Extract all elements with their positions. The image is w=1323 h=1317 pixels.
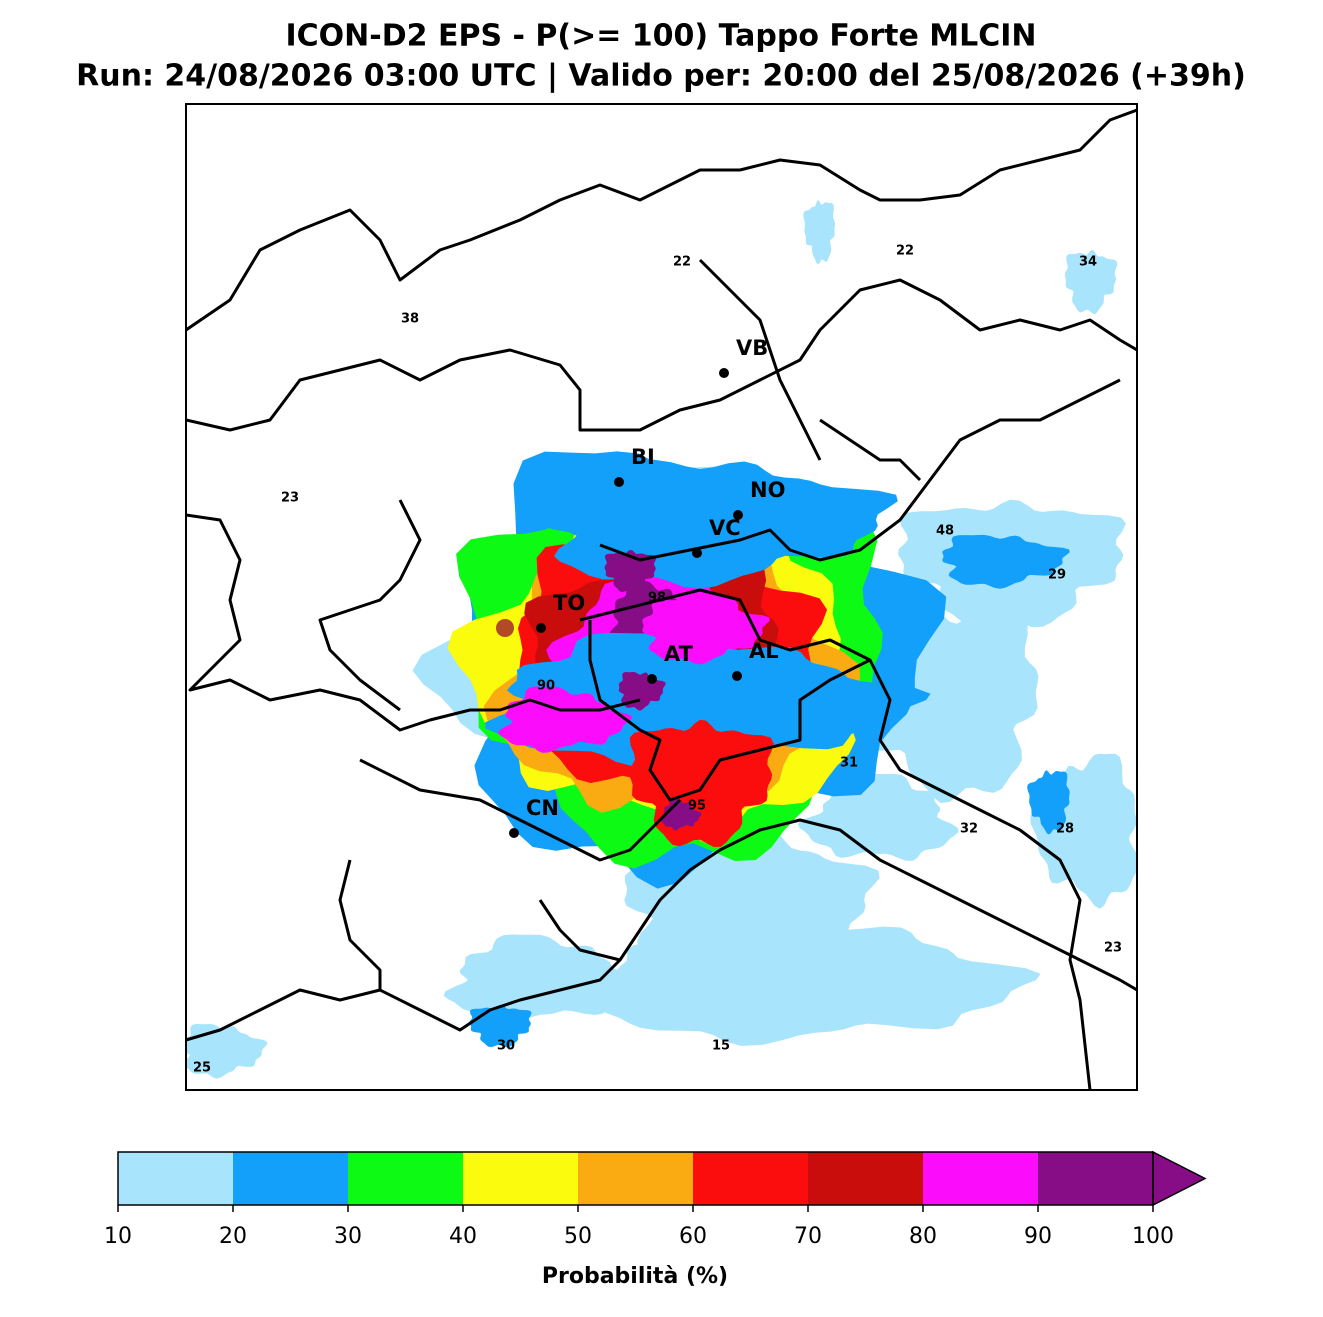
colorbar-frame bbox=[117, 1151, 1154, 1206]
subtitle: Run: 24/08/2026 03:00 UTC | Valido per: … bbox=[76, 59, 1246, 94]
prob-patch bbox=[803, 200, 835, 265]
colorbar-tick-label: 50 bbox=[564, 1224, 592, 1249]
probability-field bbox=[186, 200, 1137, 1079]
colorbar-extend bbox=[1152, 1150, 1207, 1207]
colorbar-segment bbox=[348, 1152, 463, 1205]
contour-label: 23 bbox=[1104, 941, 1122, 956]
city-dot bbox=[733, 510, 743, 520]
contour-label: 90 bbox=[537, 679, 555, 694]
colorbar-segment bbox=[233, 1152, 348, 1205]
city-label: CN bbox=[526, 796, 559, 820]
colorbar-tick-label: 10 bbox=[104, 1224, 132, 1249]
contour-label: 32 bbox=[960, 822, 978, 837]
contour-label: 48 bbox=[936, 524, 954, 539]
colorbar-segment bbox=[808, 1152, 923, 1205]
contour-label: 22 bbox=[896, 244, 914, 259]
location-marker bbox=[496, 619, 514, 637]
prob-patch bbox=[942, 534, 1070, 589]
colorbar-tick-label: 40 bbox=[449, 1224, 477, 1249]
colorbar-tick-label: 20 bbox=[219, 1224, 247, 1249]
colorbar-segment bbox=[923, 1152, 1038, 1205]
city-dot bbox=[647, 674, 657, 684]
city-label: VB bbox=[736, 336, 768, 360]
contour-label: 31 bbox=[840, 756, 858, 771]
contour-label: 23 bbox=[281, 491, 299, 506]
colorbar-segment bbox=[693, 1152, 808, 1205]
city-label: AT bbox=[664, 642, 694, 666]
contour-label: 25 bbox=[193, 1061, 211, 1076]
city-dot bbox=[536, 623, 546, 633]
city-dot bbox=[509, 828, 519, 838]
title: ICON-D2 EPS - P(>= 100) Tappo Forte MLCI… bbox=[286, 19, 1037, 54]
contour-label: 28 bbox=[1056, 822, 1074, 837]
contour-label: 38 bbox=[401, 312, 419, 327]
contour-label: 30 bbox=[497, 1039, 515, 1054]
prob-level bbox=[642, 599, 770, 665]
city-dot bbox=[692, 548, 702, 558]
colorbar-segment bbox=[1038, 1152, 1153, 1205]
contour-label: 34 bbox=[1079, 255, 1097, 270]
contour-label: 98 bbox=[648, 591, 666, 606]
prob-level bbox=[498, 686, 633, 753]
prob-patch bbox=[1027, 770, 1070, 835]
city-label: AL bbox=[749, 639, 779, 663]
colorbar-tick-label: 80 bbox=[909, 1224, 937, 1249]
colorbar-tick-label: 70 bbox=[794, 1224, 822, 1249]
borders bbox=[186, 108, 1137, 1090]
prob-patch bbox=[1064, 249, 1118, 315]
prob-patch bbox=[469, 1004, 532, 1048]
colorbar-segment bbox=[578, 1152, 693, 1205]
colorbar-tick-label: 100 bbox=[1132, 1224, 1174, 1249]
contour-label: 15 bbox=[712, 1039, 730, 1054]
city-dot bbox=[614, 477, 624, 487]
colorbar-tick-label: 90 bbox=[1024, 1224, 1052, 1249]
prob-patch bbox=[443, 934, 648, 1023]
city-dot bbox=[719, 368, 729, 378]
colorbar-segment bbox=[463, 1152, 578, 1205]
contour-label: 29 bbox=[1048, 568, 1066, 583]
map-frame bbox=[185, 103, 1138, 1091]
colorbar-tick-label: 30 bbox=[334, 1224, 362, 1249]
city-label: TO bbox=[553, 591, 585, 615]
colorbar-label: Probabilità (%) bbox=[542, 1264, 728, 1289]
contour-label: 22 bbox=[673, 255, 691, 270]
city-label: BI bbox=[631, 445, 655, 469]
city-label: NO bbox=[750, 478, 785, 502]
colorbar-tick-label: 60 bbox=[679, 1224, 707, 1249]
prob-patch bbox=[186, 1024, 268, 1079]
colorbar-segment bbox=[118, 1152, 233, 1205]
city-dot bbox=[732, 671, 742, 681]
contour-label: 95 bbox=[688, 799, 706, 814]
city-label: VC bbox=[709, 516, 741, 540]
